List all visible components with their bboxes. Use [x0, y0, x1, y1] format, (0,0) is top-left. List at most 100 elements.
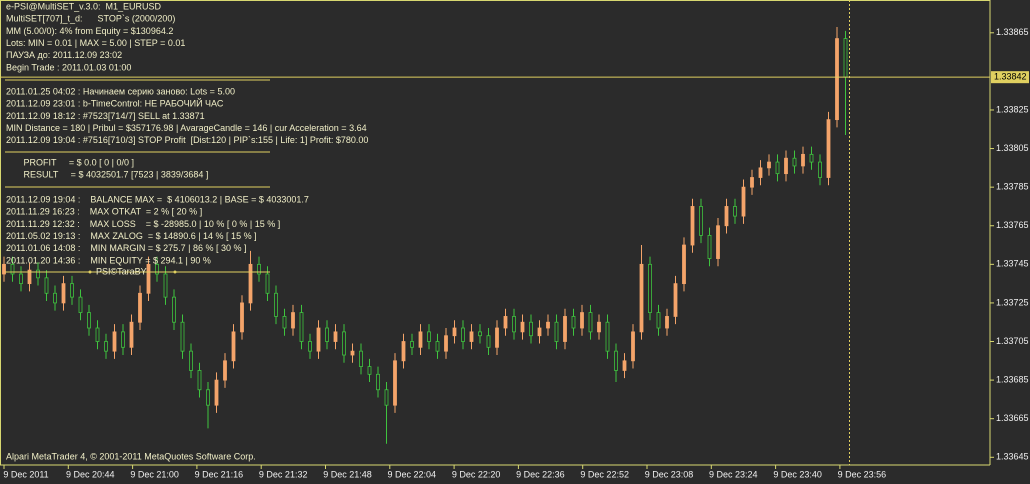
- candle-body: [750, 177, 754, 188]
- dot: [88, 270, 92, 274]
- x-tick-label: 9 Dec 23:56: [838, 469, 887, 479]
- candle-body: [478, 331, 482, 337]
- candle-body: [231, 331, 236, 362]
- candle-body: [308, 341, 312, 352]
- candle-body: [741, 186, 746, 217]
- x-tick-label: 9 Dec 23:08: [645, 469, 694, 479]
- candle-body: [818, 161, 822, 178]
- y-tick-label: 1.33725: [996, 297, 1029, 307]
- candle-body: [597, 321, 601, 333]
- candle-body: [95, 327, 100, 342]
- candle-body: [121, 331, 125, 348]
- candle-body: [673, 283, 678, 317]
- y-tick-label: 1.33645: [996, 452, 1029, 462]
- candle-body: [44, 277, 49, 294]
- candle-body: [112, 331, 117, 352]
- candle-body: [282, 316, 287, 329]
- candle-body: [690, 206, 695, 246]
- candle-body: [291, 312, 295, 329]
- x-tick-label: 9 Dec 20:44: [66, 469, 115, 479]
- candle-body: [656, 312, 661, 329]
- info-line: Lots: MIN = 0.01 | MAX = 5.00 | STEP = 0…: [6, 38, 185, 48]
- candle-body: [197, 370, 202, 391]
- candle-body: [809, 153, 814, 163]
- y-tick-label: 1.33665: [996, 413, 1029, 423]
- y-tick-label: 1.33685: [996, 374, 1029, 384]
- candle-body: [214, 379, 219, 406]
- candle-body: [571, 316, 576, 329]
- candle-body: [401, 341, 406, 362]
- candle-body: [614, 350, 618, 371]
- candle-body: [775, 161, 780, 175]
- candle-body: [588, 312, 593, 333]
- candle-body: [265, 273, 270, 294]
- candle-body: [248, 263, 253, 304]
- candle-body: [257, 263, 261, 275]
- candle-body: [716, 225, 720, 259]
- candle-body: [495, 327, 499, 348]
- candle-body: [384, 389, 389, 406]
- info-line: 2011.01.20 14:36 : MIN EQUITY = $ 294.1 …: [6, 255, 211, 265]
- candle-body: [792, 157, 797, 167]
- x-tick-label: 9 Dec 22:36: [516, 469, 565, 479]
- candle-body: [172, 296, 176, 323]
- candle-body: [61, 283, 66, 304]
- candle-body: [580, 312, 584, 329]
- info-line: 2011.11.29 16:23 : MAX OTKAT = 2 % [ 20 …: [6, 207, 202, 217]
- candle-body: [342, 331, 346, 356]
- candle-body: [733, 206, 737, 217]
- info-line: 2011.01.06 14:08 : MIN MARGIN = $ 275.7 …: [6, 243, 247, 253]
- y-tick-label: 1.33745: [996, 259, 1029, 269]
- y-tick-label: 1.33765: [996, 220, 1029, 230]
- candle-body: [325, 327, 329, 342]
- candle-body: [53, 292, 57, 304]
- candle-body: [554, 321, 559, 342]
- info-line: e-PSI@MultiSET_v.3.0: M1_EURUSD: [6, 1, 162, 11]
- x-tick-label: 9 Dec 21:48: [323, 469, 372, 479]
- x-tick-label: 9 Dec 23:40: [773, 469, 822, 479]
- candle-body: [469, 331, 474, 342]
- y-tick-label: 1.33705: [996, 336, 1029, 346]
- candle-body: [316, 327, 321, 352]
- info-line: MIN Distance = 180 | Pribul = $357176.98…: [6, 123, 367, 133]
- candle-body: [665, 316, 669, 329]
- x-tick-label: 9 Dec 23:24: [709, 469, 758, 479]
- candle-body: [707, 234, 712, 259]
- signature: PSI©TaraBY: [96, 266, 147, 276]
- info-line: 2011.12.09 18:12 : #7523[714/7] SELL at …: [6, 111, 205, 121]
- x-tick-label: 9 Dec 21:32: [259, 469, 308, 479]
- y-tick-label: 1.33785: [996, 182, 1029, 192]
- candle-body: [682, 244, 686, 285]
- candle-body: [784, 157, 788, 175]
- price-label: 1.33842: [994, 72, 1027, 82]
- info-line: PROFIT = $ 0.0 [ 0 | 0/0 ]: [6, 157, 134, 167]
- candle-body: [163, 273, 168, 298]
- candle-body: [189, 350, 193, 371]
- candle-body: [546, 321, 550, 329]
- copyright: Alpari MetaTrader 4, © 2001-2011 MetaQuo…: [6, 451, 256, 461]
- x-tick-label: 9 Dec 22:52: [580, 469, 629, 479]
- candle-body: [27, 269, 32, 285]
- candle-body: [724, 206, 729, 227]
- candle-body: [180, 321, 185, 352]
- x-tick-label: 9 Dec 22:04: [388, 469, 437, 479]
- candle-body: [435, 341, 440, 352]
- candle-body: [767, 161, 771, 169]
- candle-body: [826, 119, 831, 178]
- candle-body: [605, 321, 610, 352]
- candle-body: [155, 263, 159, 275]
- candle-body: [529, 321, 533, 337]
- info-line: MultiSET[707]_t_d: STOP`s (2000/200): [6, 14, 175, 24]
- x-tick-label: 9 Dec 22:20: [452, 469, 501, 479]
- candle-body: [299, 312, 304, 342]
- y-tick-label: 1.33865: [996, 27, 1029, 37]
- candle-body: [563, 316, 567, 342]
- candle-body: [359, 350, 363, 367]
- candle-body: [639, 263, 644, 333]
- info-line: 2011.01.25 04:02 : Начинаем серию заново…: [6, 86, 235, 96]
- candle-body: [104, 341, 108, 352]
- candle-body: [87, 312, 91, 329]
